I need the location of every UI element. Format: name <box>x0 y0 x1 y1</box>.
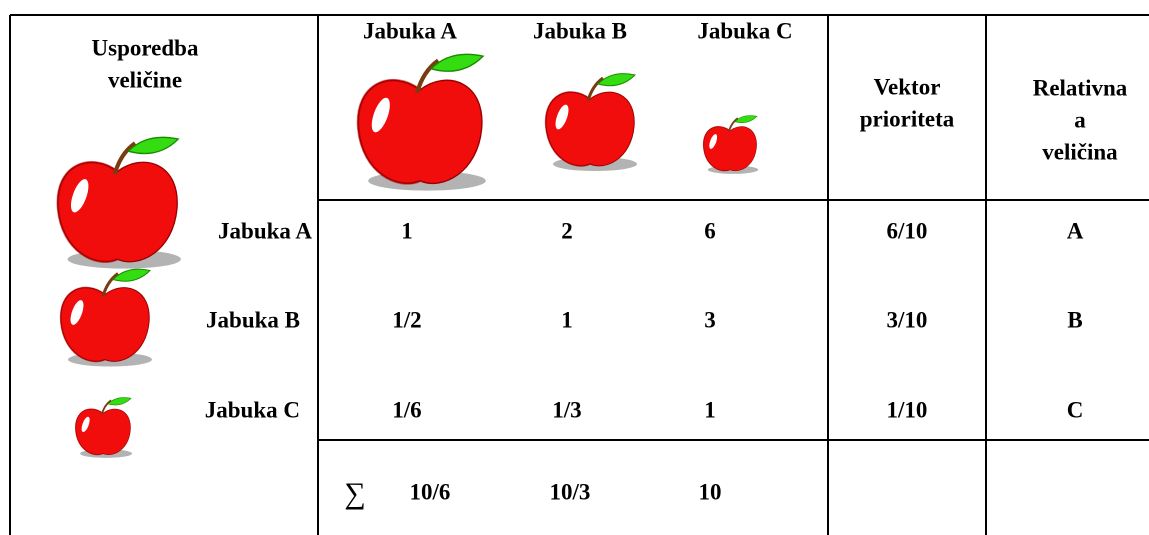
apple-a <box>58 137 181 268</box>
cell-value: 1 <box>561 307 573 332</box>
cell-value: 1/6 <box>392 397 421 422</box>
sum-value: 10/6 <box>410 479 451 504</box>
column-header: Jabuka A <box>363 18 457 43</box>
cell-value: 1 <box>401 218 413 243</box>
apple-c <box>702 114 760 175</box>
column-header: Jabuka B <box>533 18 627 43</box>
cell-value: 6 <box>704 218 716 243</box>
relative-header: Relativna <box>1033 75 1128 100</box>
sum-value: 10/3 <box>550 479 591 504</box>
column-header: Jabuka C <box>697 18 792 43</box>
cell-value: 2 <box>561 218 573 243</box>
cell-value: 3 <box>704 307 716 332</box>
priority-header: Vektor <box>874 74 941 99</box>
apple-c <box>74 396 134 459</box>
relative-value: C <box>1067 397 1084 422</box>
cell-value: 1 <box>704 397 716 422</box>
row-label: Jabuka C <box>205 397 300 422</box>
row-label: Jabuka A <box>218 218 312 243</box>
apple-b <box>544 72 639 173</box>
sum-value: 10 <box>699 479 722 504</box>
priority-header: prioriteta <box>860 106 955 131</box>
priority-value: 3/10 <box>887 307 928 332</box>
row-label: Jabuka B <box>206 307 300 332</box>
relative-header: a <box>1074 107 1086 132</box>
cell-value: 1/3 <box>552 397 581 422</box>
cell-value: 1/2 <box>392 307 421 332</box>
corner-label: veličine <box>108 67 182 92</box>
corner-label: Usporedba <box>92 35 199 60</box>
relative-header: veličina <box>1042 139 1118 164</box>
relative-value: A <box>1067 218 1084 243</box>
apple-b <box>59 267 154 369</box>
apple-a <box>358 54 486 190</box>
priority-value: 1/10 <box>887 397 928 422</box>
sum-symbol: ∑ <box>344 477 365 510</box>
priority-value: 6/10 <box>887 218 928 243</box>
grid-lines <box>9 14 1149 535</box>
relative-value: B <box>1067 307 1082 332</box>
